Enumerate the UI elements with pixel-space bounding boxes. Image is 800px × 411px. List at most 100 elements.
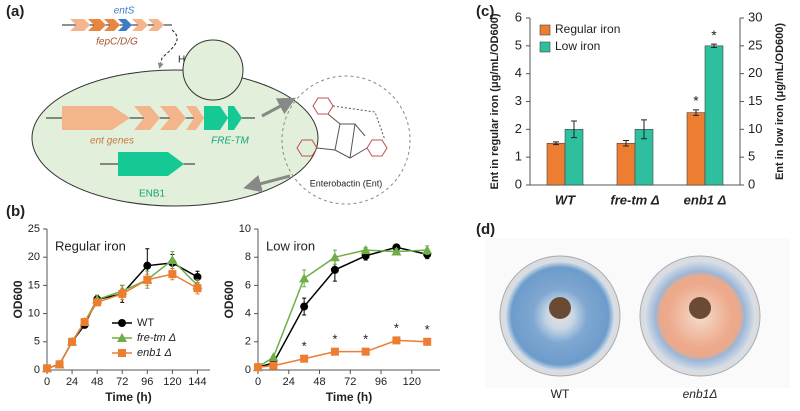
marker — [329, 252, 340, 262]
bar — [546, 142, 566, 186]
gene — [228, 106, 242, 130]
arrow — [261, 97, 296, 118]
gene — [134, 106, 160, 130]
marker — [193, 272, 202, 281]
marker — [269, 361, 278, 370]
annotation: * — [425, 322, 430, 337]
marker — [168, 270, 177, 279]
legend-label: fre-tm Δ — [137, 332, 176, 344]
marker — [300, 302, 309, 311]
annotation: * — [693, 93, 699, 109]
annotation: * — [302, 339, 307, 354]
panel-label: (b) — [6, 203, 25, 220]
x-axis-label: Time (h) — [326, 390, 372, 404]
marker — [43, 364, 51, 373]
x-tick-label: 0 — [255, 376, 261, 388]
y-tick-label: 0 — [515, 176, 522, 191]
y2-tick-label: 5 — [748, 149, 755, 164]
y2-tick-label: 10 — [748, 121, 762, 136]
y-tick-label: 5 — [515, 37, 522, 52]
arrow — [243, 174, 291, 193]
marker — [93, 298, 102, 307]
gene — [204, 106, 228, 130]
gene — [160, 106, 186, 130]
gene-label: ent genes — [90, 136, 134, 147]
panel-label: (a) — [6, 3, 24, 20]
y2-tick-label: 0 — [748, 176, 755, 191]
panel-label: (d) — [476, 221, 495, 238]
legend-swatch — [539, 24, 551, 36]
y-tick-label: 10 — [239, 223, 251, 235]
molecule — [296, 97, 388, 159]
x-tick-label: WT — [555, 192, 576, 207]
y-tick-label: 1 — [515, 149, 522, 164]
line — [257, 246, 428, 368]
legend-marker — [118, 319, 126, 327]
y-axis-label: Ent in regular iron (μg/mL/OD600) — [489, 13, 501, 189]
photo-label: enb1Δ — [683, 387, 718, 401]
x-axis-label: Time (h) — [105, 390, 151, 404]
gene-label: FRE-TM — [211, 136, 249, 147]
x-tick-label: 48 — [91, 376, 103, 388]
marker — [422, 245, 433, 255]
colony — [689, 297, 711, 319]
annotation: * — [363, 332, 368, 347]
marker — [423, 337, 432, 346]
legend-label: enb1 Δ — [137, 347, 172, 359]
annotation: * — [394, 320, 399, 335]
colony — [549, 297, 571, 319]
marker — [300, 354, 309, 363]
y-tick-label: 2 — [515, 121, 522, 136]
y2-tick-label: 25 — [748, 37, 762, 52]
y-tick-label: 15 — [28, 279, 40, 291]
legend-marker — [118, 349, 126, 357]
marker — [330, 347, 339, 356]
panel-label: (c) — [476, 3, 494, 20]
error-bar — [711, 43, 717, 49]
x-tick-label: 0 — [44, 376, 50, 388]
x-tick-label: 24 — [283, 376, 295, 388]
x-tick-label: 120 — [163, 376, 181, 388]
cell — [31, 69, 319, 207]
gene — [70, 19, 90, 31]
marker — [143, 275, 152, 284]
x-tick-label: 144 — [188, 376, 206, 388]
y-axis-label: OD600 — [11, 280, 25, 318]
y2-tick-label: 30 — [748, 9, 762, 24]
legend-marker — [117, 333, 127, 342]
gene — [132, 19, 148, 31]
gene-label: entS — [114, 6, 135, 17]
y-tick-label: 5 — [34, 336, 40, 348]
plot-title: Low iron — [266, 238, 315, 253]
legend-label: Regular iron — [555, 22, 620, 36]
y-tick-label: 0 — [245, 364, 251, 376]
bud — [182, 39, 244, 101]
y-tick-label: 10 — [28, 308, 40, 320]
x-tick-label: 48 — [313, 376, 325, 388]
x-tick-label: 24 — [66, 376, 78, 388]
photo-label: WT — [551, 387, 570, 401]
gene — [118, 152, 184, 176]
annotation: * — [332, 332, 337, 347]
gene — [88, 19, 106, 31]
plot-title: Regular iron — [55, 238, 126, 253]
y-tick-label: 20 — [28, 251, 40, 263]
annotation: * — [711, 27, 717, 43]
error-bar — [693, 109, 699, 116]
legend-label: WT — [137, 317, 154, 329]
marker — [391, 246, 402, 256]
marker — [118, 289, 127, 298]
error-bar — [623, 139, 629, 147]
y-tick-label: 25 — [28, 223, 40, 235]
marker — [193, 284, 202, 293]
y2-axis-label: Ent in low iron (μg/mL/OD600) — [774, 23, 786, 180]
marker — [55, 360, 64, 369]
y-tick-label: 6 — [245, 279, 251, 291]
marker — [361, 347, 370, 356]
y-axis-label: OD600 — [222, 280, 236, 318]
molecule-label: Enterobactin (Ent) — [310, 178, 383, 188]
error-bar — [641, 119, 647, 140]
legend-label: Low iron — [555, 39, 600, 53]
x-tick-label: 72 — [116, 376, 128, 388]
